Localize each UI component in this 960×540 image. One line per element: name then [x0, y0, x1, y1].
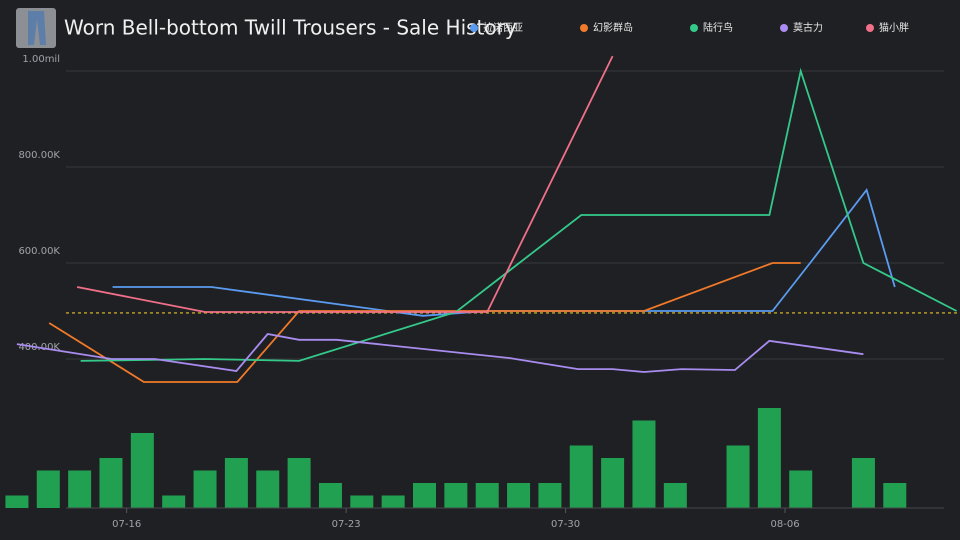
volume-bar: [444, 483, 468, 508]
y-tick-label: 600.00K: [18, 246, 60, 257]
x-tick-label: 07-30: [551, 519, 580, 530]
volume-bar: [256, 470, 280, 508]
price-line: [112, 188, 896, 317]
x-tick-label: 08-06: [771, 519, 800, 530]
x-tick-label: 07-16: [112, 519, 141, 530]
volume-bar: [475, 483, 499, 508]
volume-bar: [538, 483, 562, 508]
volume-bar: [569, 445, 593, 508]
legend-label: 拉诺西亚: [483, 21, 523, 34]
x-tick-label: 07-23: [332, 519, 361, 530]
legend-swatch: [690, 24, 698, 32]
volume-bar: [789, 470, 813, 508]
y-tick-label: 800.00K: [18, 150, 60, 161]
volume-bar: [318, 483, 342, 508]
legend-item: 陆行鸟: [690, 21, 733, 34]
volume-bar: [99, 458, 123, 508]
volume-bar: [663, 483, 687, 508]
y-tick-label: 1.00mil: [22, 54, 60, 65]
legend-label: 猫小胖: [879, 21, 909, 34]
price-line: [76, 55, 614, 313]
volume-bar: [413, 483, 437, 508]
volume-bar: [350, 495, 374, 508]
legend-label: 莫古力: [793, 21, 823, 34]
chart-title: Worn Bell-bottom Twill Trousers - Sale H…: [64, 16, 517, 40]
legend-item: 幻影群岛: [580, 21, 633, 34]
volume-bar: [726, 445, 750, 508]
volume-bar: [883, 483, 907, 508]
legend-item: 莫古力: [780, 21, 823, 34]
volume-bar: [851, 458, 875, 508]
volume-bar: [224, 458, 248, 508]
volume-bar: [5, 495, 29, 508]
price-line: [16, 333, 864, 373]
legend-label: 陆行鸟: [703, 21, 733, 34]
volume-bar: [68, 470, 92, 508]
volume-bar: [632, 420, 656, 508]
legend-label: 幻影群岛: [593, 21, 633, 34]
volume-bar: [162, 495, 186, 508]
price-line: [48, 262, 801, 383]
legend-swatch: [780, 24, 788, 32]
volume-bar: [507, 483, 531, 508]
legend-swatch: [580, 24, 588, 32]
volume-bar: [36, 470, 60, 508]
volume-bar: [601, 458, 625, 508]
volume-bar: [757, 408, 781, 508]
legend-swatch: [866, 24, 874, 32]
item-icon: [16, 8, 56, 48]
legend-item: 猫小胖: [866, 21, 909, 34]
price-line: [80, 67, 958, 362]
volume-bar: [130, 433, 154, 508]
legend-swatch: [470, 24, 478, 32]
legend-item: 拉诺西亚: [470, 21, 523, 34]
volume-bar: [381, 495, 405, 508]
volume-bar: [193, 470, 217, 508]
volume-bar: [287, 458, 311, 508]
